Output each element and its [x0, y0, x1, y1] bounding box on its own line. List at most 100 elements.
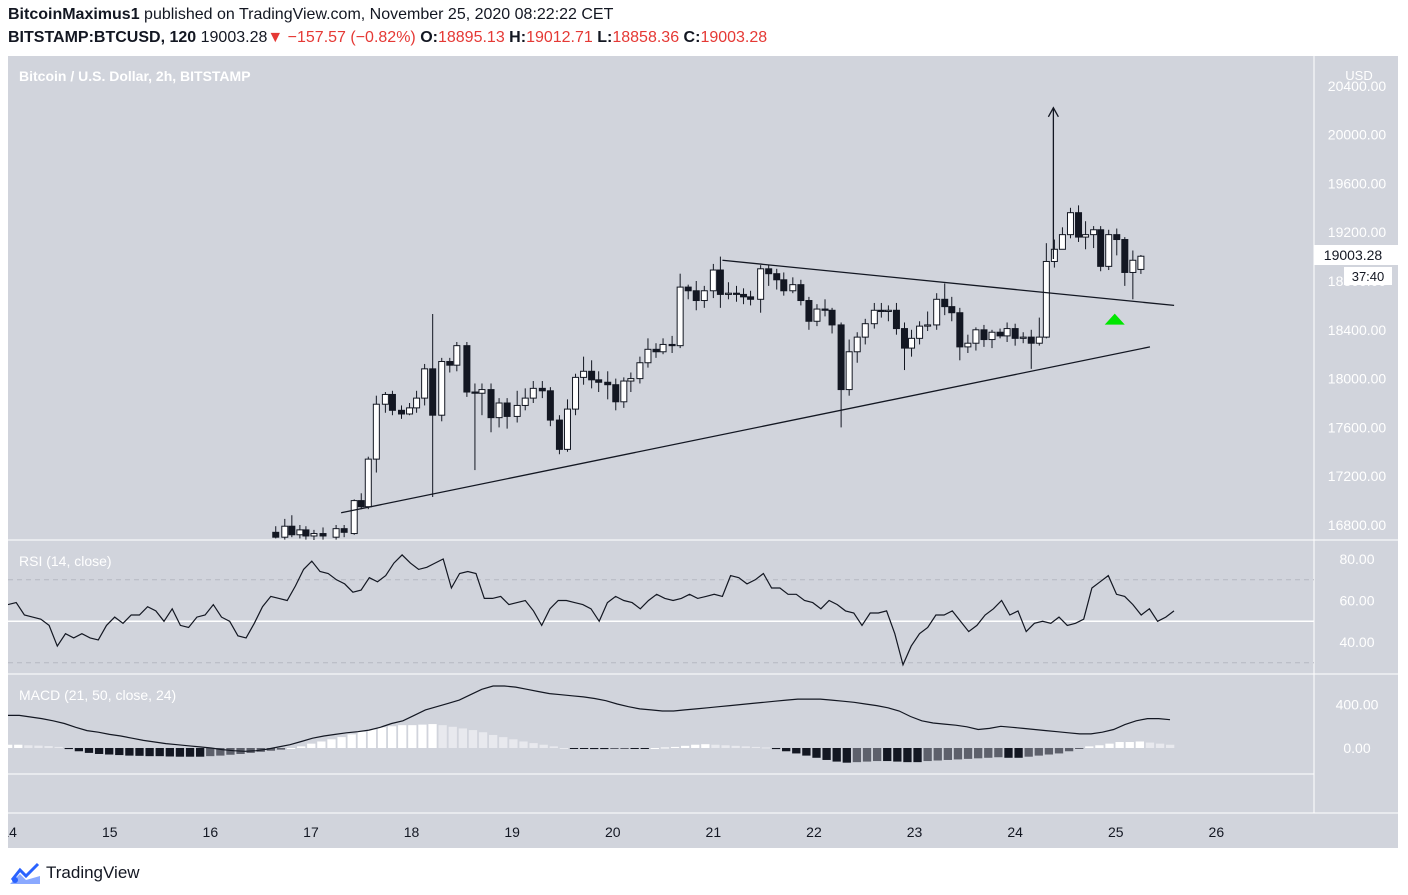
macd-histogram-bar	[1064, 748, 1074, 752]
candle-up	[1042, 243, 1050, 339]
macd-histogram-bar	[478, 732, 488, 748]
candle-body	[724, 292, 732, 295]
candle-body	[709, 269, 717, 292]
macd-histogram-bar	[387, 726, 397, 748]
candle-body	[652, 348, 660, 353]
candle-down	[780, 272, 788, 296]
candle-up	[972, 327, 980, 351]
candle-body	[438, 361, 446, 416]
currency-label: USD	[1345, 68, 1372, 83]
close-value: 19003.28	[700, 29, 768, 46]
macd-histogram-bar	[640, 748, 649, 749]
candle-down	[446, 357, 454, 373]
candle-body	[964, 342, 972, 348]
candle-body	[861, 323, 869, 338]
candle-body	[580, 370, 588, 378]
candle-body	[797, 284, 805, 302]
candle-body	[288, 525, 296, 536]
candle-body	[988, 331, 996, 341]
candle-down	[429, 313, 437, 497]
candle-up	[281, 518, 289, 540]
macd-histogram-bar	[953, 748, 963, 760]
candle-up	[372, 395, 380, 473]
macd-histogram-bar	[782, 748, 791, 752]
macd-histogram-bar	[64, 748, 73, 750]
time-tick-label: 16	[203, 824, 219, 840]
candle-body	[612, 384, 620, 403]
candle-down	[765, 265, 773, 286]
candle-up	[350, 499, 358, 535]
candle-body	[604, 381, 612, 386]
macd-histogram-bar	[832, 748, 841, 762]
candle-body	[1035, 336, 1043, 344]
macd-histogram-bar	[115, 748, 124, 756]
candle-up	[1035, 317, 1043, 346]
macd-histogram-bar	[1004, 748, 1013, 758]
triangle-up-icon	[1104, 313, 1125, 325]
candle-down	[740, 288, 748, 305]
macd-histogram-bar	[630, 748, 639, 749]
open-value: 18895.13	[437, 29, 505, 46]
candle-body	[747, 296, 755, 300]
macd-histogram-bar	[74, 748, 84, 752]
candle-body	[453, 345, 461, 366]
chart-area[interactable]: Bitcoin / U.S. Dollar, 2h, BITSTAMP USD …	[8, 56, 1398, 848]
macd-histogram-bar	[1044, 748, 1054, 755]
candle-body	[757, 268, 765, 300]
macd-histogram-bar	[317, 741, 326, 748]
candle-body	[1090, 229, 1098, 236]
tradingview-brand[interactable]: TradingView	[10, 862, 140, 884]
candle-body	[980, 329, 988, 341]
macd-histogram-bar	[8, 744, 13, 748]
main-chart-title: Bitcoin / U.S. Dollar, 2h, BITSTAMP	[19, 68, 251, 84]
macd-histogram-bar	[1115, 742, 1124, 748]
rsi-tick-label: 40.00	[1339, 634, 1374, 650]
macd-histogram-bar	[145, 748, 154, 757]
candle-down	[692, 281, 700, 311]
candle-body	[372, 403, 380, 460]
candle-up	[572, 373, 580, 416]
time-tick-label: 14	[8, 824, 17, 840]
macd-histogram-bar	[923, 748, 932, 762]
macd-histogram-bar	[125, 748, 134, 756]
macd-histogram-bar	[731, 745, 740, 748]
candle-up	[988, 329, 996, 349]
author-name[interactable]: BitcoinMaximus1	[8, 6, 140, 23]
macd-histogram-bar	[539, 744, 548, 748]
main-price-ticks: 16800.00 17200.00 17600.00 18000.00 18400.00…	[1328, 78, 1387, 533]
price-tick-label: 19200.00	[1328, 224, 1387, 240]
candle-body	[676, 286, 684, 347]
macd-histogram-bar	[458, 728, 467, 748]
macd-histogram-bar	[1054, 748, 1064, 754]
candle-up	[381, 392, 389, 413]
candle-body	[1105, 234, 1113, 267]
candle-up	[620, 377, 628, 408]
candle-body	[956, 312, 964, 348]
candle-up	[453, 342, 461, 372]
candle-up	[310, 529, 318, 540]
candle-body	[877, 309, 885, 312]
candle-body	[397, 409, 405, 415]
candle-down	[948, 296, 956, 322]
trendline-drawings[interactable]	[340, 106, 1175, 514]
macd-histogram-bar	[337, 737, 346, 748]
candle-body	[1121, 239, 1129, 273]
candle-body	[700, 290, 708, 302]
macd-histogram-bar	[701, 744, 710, 748]
macd-series	[8, 685, 1171, 752]
macd-histogram-bar	[418, 724, 427, 748]
candle-body	[773, 273, 781, 281]
candle-up	[438, 357, 446, 422]
macd-histogram-bar	[771, 748, 781, 750]
price-scale-background	[1314, 56, 1398, 813]
candle-body	[837, 324, 845, 391]
macd-histogram-bar	[862, 748, 872, 762]
candle-body	[884, 309, 892, 312]
candle-body	[281, 525, 289, 538]
candle-down	[716, 256, 724, 308]
candle-body	[471, 391, 479, 394]
time-tick-label: 26	[1209, 824, 1225, 840]
candle-body	[813, 308, 821, 322]
macd-histogram-bar	[216, 748, 225, 756]
candle-body	[529, 387, 537, 399]
